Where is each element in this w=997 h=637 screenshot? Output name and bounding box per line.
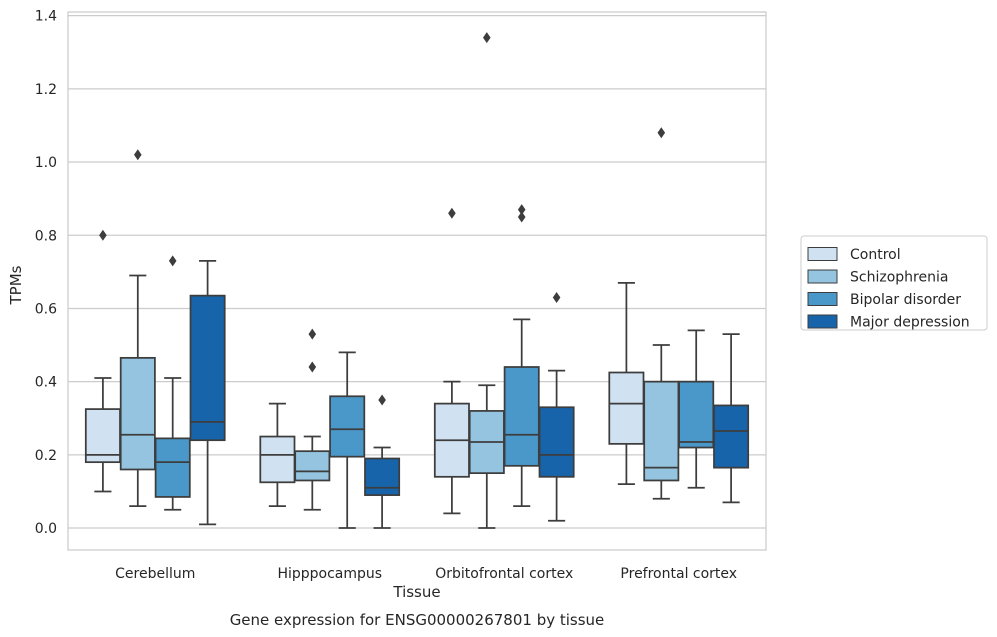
legend-swatch [807,247,838,261]
box-body [294,450,331,482]
box-3-3 [713,333,750,504]
outlier-marker [308,361,317,373]
box-0-0 [84,229,121,493]
y-axis-label: TPMs [7,265,25,305]
outlier-marker [483,32,491,44]
x-axis-ticks: Cerebellum Hipppocampus Orbitofrontal cort… [115,566,737,582]
box-2-2 [503,204,540,507]
box-2-3 [538,291,575,522]
x-tick-label: Orbitofrontal cortex [435,566,573,582]
outlier-marker [308,328,317,340]
legend-label: Bipolar disorder [850,292,961,308]
y-tick-label: 1.0 [35,155,57,171]
box-0-3 [189,259,226,526]
box-0-2 [154,255,191,511]
outlier-marker [134,149,142,161]
box-body [154,437,191,498]
legend-swatch [807,269,838,284]
box-body [119,356,156,471]
outlier-marker [517,204,526,216]
box-body [608,371,645,445]
y-tick-label: 0.0 [35,521,57,537]
y-axis-ticks: 0.0 0.2 0.4 0.6 0.8 1.0 1.2 1.4 [35,9,57,537]
legend-frame [800,235,988,331]
legend: Control Schizophrenia Bipolar disorder Majo… [800,235,988,331]
y-tick-label: 0.8 [35,228,57,244]
legend-label: Major depression [850,315,970,331]
box-body [538,406,575,478]
outlier-marker [448,207,456,219]
box-0-1 [119,149,156,507]
box-body [678,380,715,449]
y-tick-label: 0.2 [35,448,57,464]
y-tick-label: 0.4 [35,375,57,391]
box-body [713,404,750,469]
outlier-marker [657,127,666,139]
y-tick-label: 0.6 [35,301,57,317]
box-2-1 [468,32,505,529]
x-tick-label: Hipppocampus [277,566,382,582]
box-body [329,395,366,458]
outlier-marker [517,211,526,223]
box-body [259,435,296,484]
box-body [84,408,121,464]
x-tick-label: Cerebellum [115,566,195,582]
box-1-2 [329,351,366,529]
box-1-0 [259,402,296,507]
legend-label: Control [850,247,901,263]
y-tick-label: 1.2 [35,82,57,98]
outlier-marker [378,394,386,406]
box-1-1 [294,328,331,511]
x-tick-label: Prefrontal cortex [620,566,737,582]
box-3-1 [643,127,680,500]
outlier-marker [552,291,561,303]
x-axis-label: Tissue [392,583,440,601]
legend-swatch [807,314,838,329]
box-body [503,366,540,467]
box-2-0 [433,207,470,515]
plot-border [67,11,767,551]
box-body [189,294,226,442]
outlier-marker [99,229,107,241]
legend-swatch [807,292,838,306]
outlier-marker [168,255,177,267]
y-tick-label: 1.4 [35,9,57,25]
box-body [364,457,401,496]
box-1-3 [364,394,401,529]
box-body [643,380,680,482]
chart-caption: Gene expression for ENSG00000267801 by t… [230,611,605,629]
legend-label: Schizophrenia [850,270,948,286]
box-groups [84,32,750,529]
